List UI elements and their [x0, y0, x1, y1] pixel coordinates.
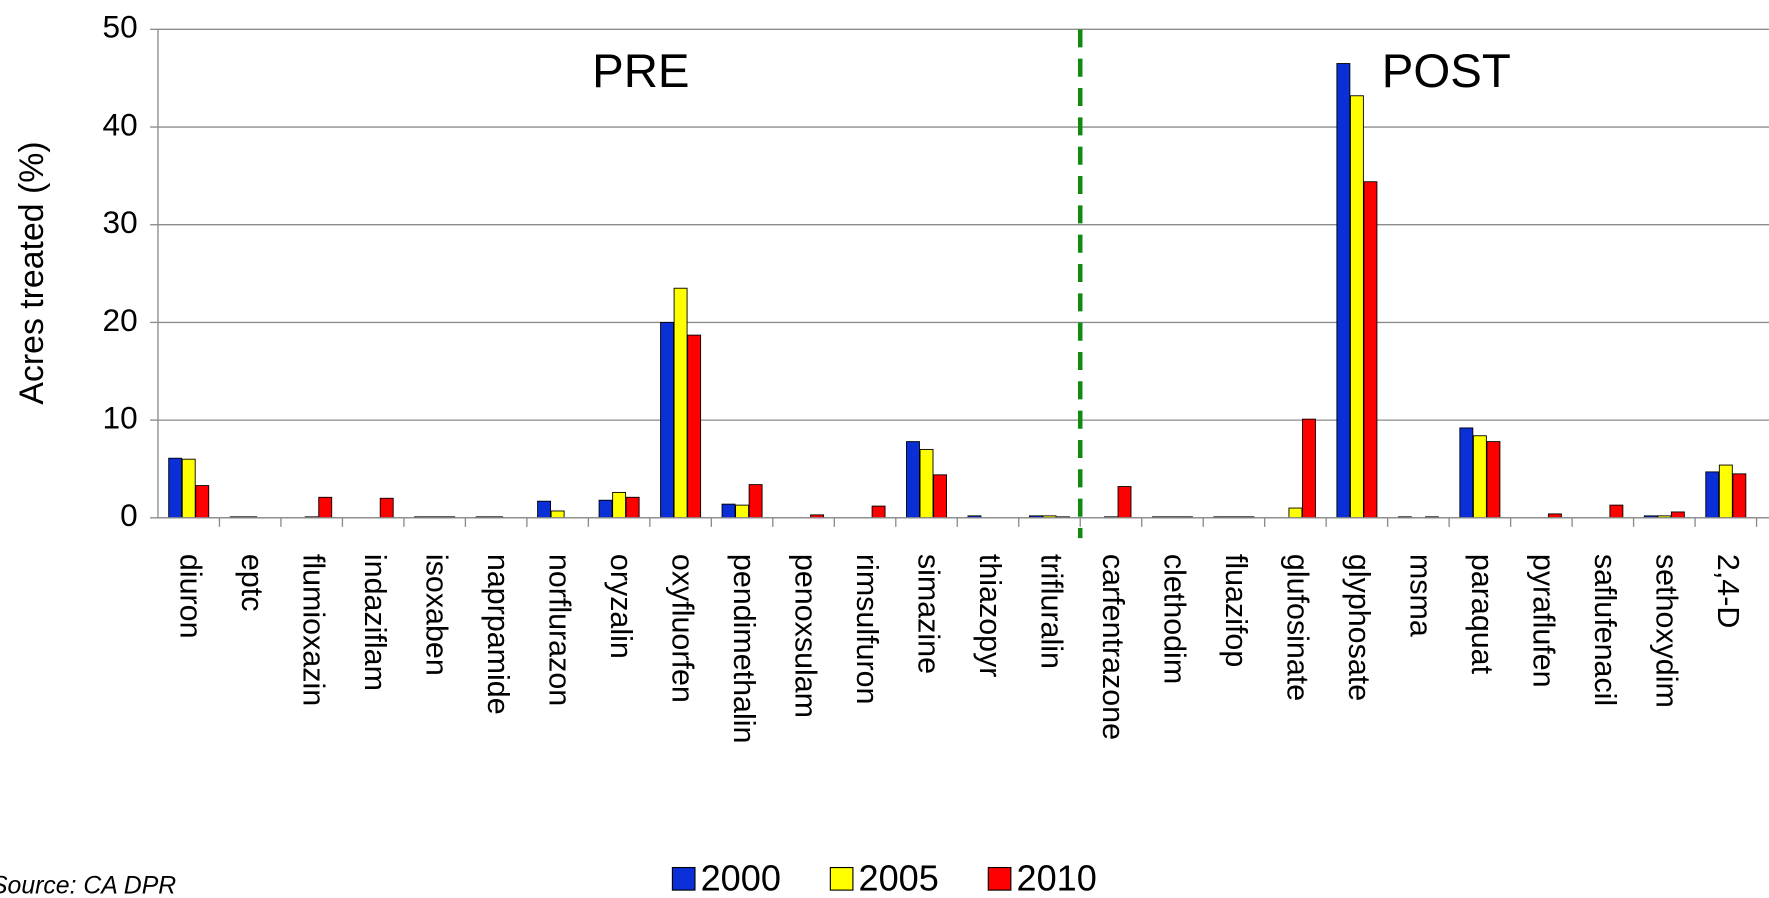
y-tick-label: 0	[120, 497, 138, 533]
y-tick-label: 20	[103, 302, 138, 338]
annotation: POST	[1382, 45, 1511, 98]
x-tick-label: glyphosate	[1342, 554, 1376, 701]
y-axis-label: Acres treated (%)	[13, 141, 51, 404]
bar	[1459, 427, 1474, 519]
x-tick-label: simazine	[911, 554, 945, 674]
legend-label: 2000	[701, 858, 781, 898]
bar	[919, 448, 934, 519]
bar	[735, 504, 750, 519]
x-tick-label: norflurazon	[543, 554, 577, 706]
bar	[1609, 504, 1624, 519]
bar	[1336, 63, 1351, 519]
legend-swatch	[671, 866, 696, 891]
legend-swatch	[829, 866, 854, 891]
bar	[1705, 471, 1720, 519]
x-tick-label: fluazifop	[1219, 554, 1253, 667]
bar	[1117, 486, 1132, 519]
bar	[673, 287, 688, 519]
x-tick-label: pendimethalin	[727, 554, 761, 744]
bar	[906, 441, 920, 519]
bar	[1349, 95, 1364, 519]
bar	[1486, 441, 1501, 519]
bar	[537, 500, 552, 519]
bar	[687, 334, 702, 519]
bar	[871, 505, 886, 519]
x-tick-label: pyraflufen	[1526, 554, 1560, 688]
bar	[168, 457, 183, 519]
bar	[1718, 464, 1733, 519]
bar	[721, 503, 736, 519]
x-tick-label: naprpamide	[481, 554, 515, 715]
x-tick-label: clethodim	[1157, 554, 1191, 684]
bar	[625, 496, 640, 519]
bar	[550, 510, 565, 519]
bar	[1732, 473, 1747, 519]
source-note: Source: CA DPR	[0, 872, 176, 898]
bar	[181, 458, 196, 519]
bar	[318, 496, 333, 519]
legend-label: 2010	[1016, 858, 1096, 898]
bar	[1670, 511, 1685, 519]
bar	[612, 491, 627, 519]
bar	[195, 485, 210, 519]
x-tick-label: rimsulfuron	[850, 554, 884, 705]
bar	[933, 474, 947, 519]
y-tick-label: 40	[103, 106, 138, 142]
bar	[1472, 435, 1487, 519]
bar	[379, 497, 394, 519]
x-tick-label: flumioxazin	[297, 554, 331, 706]
x-tick-label: thiazopyr	[973, 554, 1007, 678]
x-tick-label: msma	[1403, 554, 1437, 637]
legend-swatch	[987, 866, 1012, 891]
x-tick-label: 2,4-D	[1711, 554, 1745, 628]
legend-label: 2005	[859, 858, 939, 898]
x-tick-label: isoxaben	[420, 554, 454, 676]
x-tick-label: eptc	[235, 554, 269, 612]
x-tick-label: penoxsulam	[789, 554, 823, 718]
bar	[598, 499, 613, 519]
x-tick-label: diuron	[174, 554, 208, 639]
x-tick-label: indaziflam	[358, 554, 392, 691]
y-tick-label: 50	[103, 9, 138, 45]
y-tick-label: 30	[103, 204, 138, 240]
bar	[660, 321, 674, 519]
x-tick-label: sethoxydim	[1649, 554, 1683, 708]
x-tick-label: glufosinate	[1280, 554, 1314, 701]
bar	[1363, 181, 1378, 519]
y-tick-label: 10	[103, 399, 138, 435]
bar	[1302, 418, 1316, 519]
x-tick-label: saflufenacil	[1588, 554, 1622, 706]
bar	[748, 484, 763, 519]
x-tick-label: oryzalin	[604, 554, 638, 659]
annotation: PRE	[592, 45, 689, 98]
x-tick-label: oxyfluorfen	[666, 554, 700, 703]
x-tick-label: carfentrazone	[1096, 554, 1130, 740]
x-tick-label: trifluralin	[1034, 554, 1068, 669]
bar	[1288, 507, 1303, 519]
x-tick-label: paraquat	[1465, 554, 1499, 675]
